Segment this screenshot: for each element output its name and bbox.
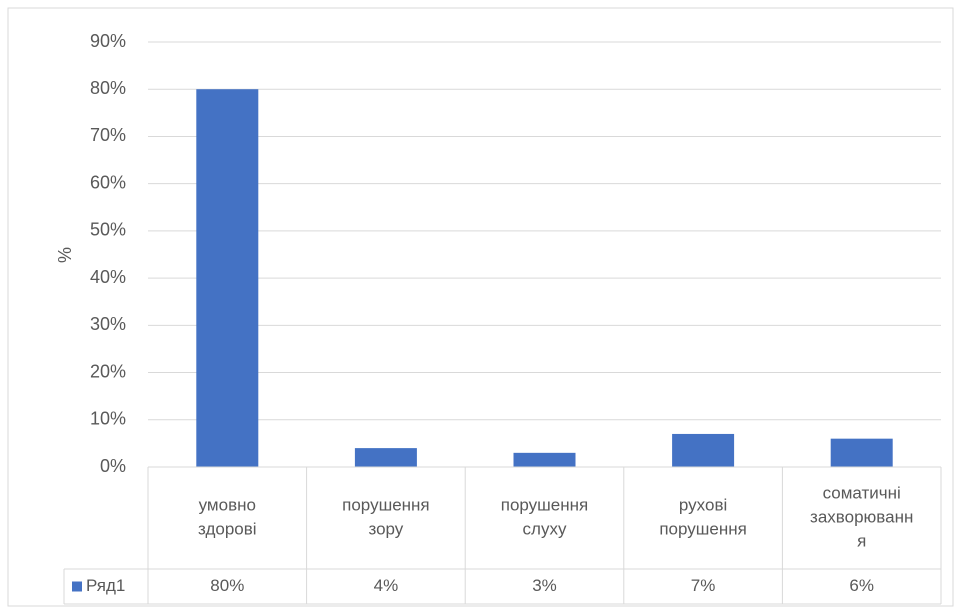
category-label: захворюванн <box>810 507 913 526</box>
data-table-value: 4% <box>374 576 399 595</box>
category-label: рухові <box>679 495 727 514</box>
data-table-value: 6% <box>849 576 874 595</box>
y-tick-label: 60% <box>90 172 126 192</box>
category-label: здорові <box>198 519 257 538</box>
category-label: соматичні <box>823 483 901 502</box>
y-tick-label: 40% <box>90 267 126 287</box>
bar <box>830 438 893 467</box>
category-label: порушення <box>659 519 747 538</box>
gridlines <box>148 41 941 421</box>
y-tick-label: 10% <box>90 409 126 429</box>
y-tick-label: 20% <box>90 361 126 381</box>
y-axis-label: % <box>55 247 75 263</box>
legend-label: Ряд1 <box>86 576 125 595</box>
data-table-value: 80% <box>210 576 244 595</box>
category-label: порушення <box>501 495 589 514</box>
chart-border <box>7 7 954 607</box>
data-table: умовно здорові порушення зору порушення слуху… <box>63 466 942 605</box>
bar <box>354 448 417 467</box>
category-label: слуху <box>523 519 567 538</box>
y-tick-label: 70% <box>90 125 126 145</box>
category-label: порушення <box>342 495 430 514</box>
bar <box>513 452 576 467</box>
category-label: умовно <box>199 495 256 514</box>
bars <box>196 89 893 467</box>
y-tick-label: 50% <box>90 220 126 240</box>
y-tick-label: 0% <box>100 456 126 476</box>
bar <box>672 433 735 467</box>
y-axis-ticks: 0% 10% 20% 30% 40% 50% 60% 70% 80% 90% <box>90 31 126 476</box>
category-label: я <box>857 531 866 550</box>
category-label: зору <box>368 519 403 538</box>
data-table-value: 7% <box>691 576 716 595</box>
y-tick-label: 80% <box>90 78 126 98</box>
bar <box>196 89 259 467</box>
y-tick-label: 30% <box>90 314 126 334</box>
data-table-value: 3% <box>532 576 557 595</box>
y-tick-label: 90% <box>90 31 126 51</box>
legend-swatch <box>72 581 82 592</box>
